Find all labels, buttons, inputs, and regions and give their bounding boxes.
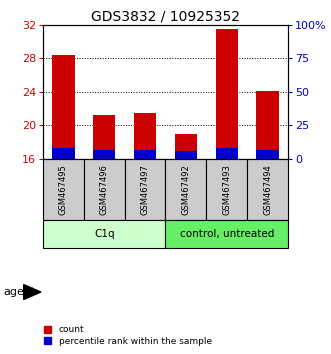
Text: GSM467494: GSM467494 — [263, 164, 272, 215]
Text: GSM467495: GSM467495 — [59, 164, 68, 215]
Polygon shape — [24, 285, 41, 299]
Bar — [125, 159, 166, 220]
Bar — [206, 159, 247, 220]
Text: GSM467497: GSM467497 — [141, 164, 150, 215]
Bar — [166, 159, 206, 220]
Bar — [134, 113, 156, 159]
Text: GSM467493: GSM467493 — [222, 164, 231, 215]
Text: GSM467492: GSM467492 — [181, 164, 190, 215]
Bar — [134, 150, 156, 159]
Bar — [215, 29, 238, 159]
Bar — [256, 91, 279, 159]
Bar — [247, 159, 288, 220]
Bar — [93, 150, 116, 159]
Bar — [93, 115, 116, 159]
Text: agent: agent — [3, 287, 36, 297]
Text: C1q: C1q — [94, 229, 115, 239]
Bar — [175, 151, 197, 159]
Bar — [175, 133, 197, 159]
Bar — [84, 159, 125, 220]
Bar — [215, 148, 238, 159]
Title: GDS3832 / 10925352: GDS3832 / 10925352 — [91, 10, 240, 24]
Bar — [256, 150, 279, 159]
Legend: count, percentile rank within the sample: count, percentile rank within the sample — [44, 325, 212, 346]
Text: GSM467496: GSM467496 — [100, 164, 109, 215]
Bar — [43, 159, 84, 220]
Text: control, untreated: control, untreated — [179, 229, 274, 239]
Bar — [52, 55, 75, 159]
Bar — [52, 148, 75, 159]
Bar — [43, 220, 166, 248]
Bar — [166, 220, 288, 248]
